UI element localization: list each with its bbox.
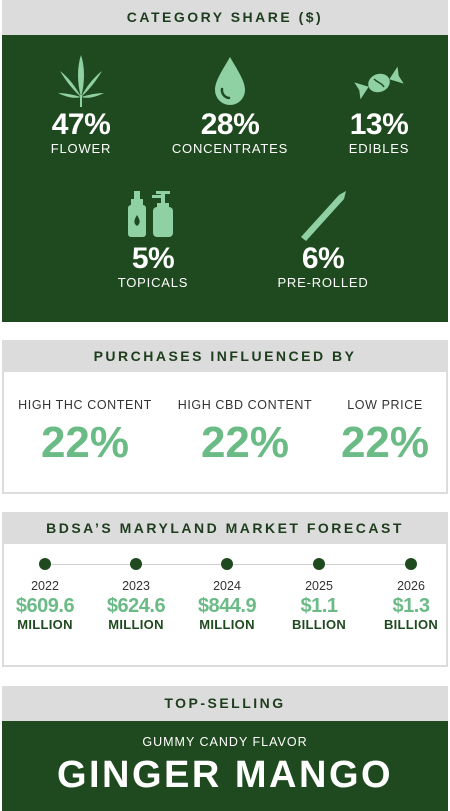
category-edibles: 13% EDIBLES: [324, 53, 434, 157]
category-percent: 13%: [349, 108, 409, 141]
forecast-unit: MILLION: [199, 617, 255, 632]
influence-percent: 22%: [40, 418, 130, 467]
category-label: FLOWER: [50, 141, 112, 156]
forecast-unit: MILLION: [108, 617, 164, 632]
forecast-amount: $844.9: [197, 595, 257, 617]
forecast-amount: $1.1: [300, 595, 338, 617]
forecast-item: 2024 $844.9 MILLION: [182, 558, 272, 633]
forecast-unit: BILLION: [383, 617, 439, 632]
forecast-amount: $1.3: [392, 595, 430, 617]
forecast-amount: $609.6: [15, 595, 75, 617]
influence-item: LOW PRICE 22%: [326, 398, 444, 470]
forecast-item: 2022 $609.6 MILLION: [0, 558, 90, 633]
top-selling-title: TOP-SELLING: [2, 686, 448, 721]
forecast-year: 2022: [31, 579, 59, 593]
category-label: CONCENTRATES: [171, 141, 289, 156]
forecast-unit: BILLION: [291, 617, 347, 632]
timeline-dot: [130, 558, 142, 570]
category-share-panel: CATEGORY SHARE ($) 47% FLOWER 28: [2, 0, 448, 322]
candy-icon: [354, 66, 404, 100]
cannabis-leaf-icon: [58, 55, 104, 107]
purchases-influenced-body: HIGH THC CONTENT 22% HIGH CBD CONTENT 22…: [2, 372, 448, 494]
forecast-body: 2022 $609.6 MILLION 2023 $624.6 MILLION …: [2, 544, 448, 667]
purchases-influenced-title: PURCHASES INFLUENCED BY: [2, 340, 448, 372]
top-selling-body: GUMMY CANDY FLAVOR GINGER MANGO: [2, 721, 448, 811]
timeline-dot: [39, 558, 51, 570]
forecast-panel: BDSA’S MARYLAND MARKET FORECAST 2022 $60…: [2, 512, 448, 667]
category-percent: 28%: [200, 108, 260, 141]
forecast-year: 2024: [213, 579, 241, 593]
category-share-title: CATEGORY SHARE ($): [2, 0, 448, 35]
top-selling-subtitle: GUMMY CANDY FLAVOR: [142, 735, 308, 749]
top-selling-panel: TOP-SELLING GUMMY CANDY FLAVOR GINGER MA…: [2, 686, 448, 811]
category-label: TOPICALS: [117, 275, 189, 290]
bottles-icon: [128, 191, 173, 237]
timeline-dot: [221, 558, 233, 570]
category-percent: 6%: [301, 242, 345, 275]
influence-item: HIGH THC CONTENT 22%: [10, 398, 160, 470]
forecast-year: 2026: [397, 579, 425, 593]
category-label: PRE-ROLLED: [277, 275, 369, 290]
purchases-influenced-panel: PURCHASES INFLUENCED BY HIGH THC CONTENT…: [2, 340, 448, 494]
category-concentrates: 28% CONCENTRATES: [165, 53, 295, 157]
forecast-item: 2023 $624.6 MILLION: [91, 558, 181, 633]
category-topicals: 5% TOPICALS: [98, 187, 208, 291]
timeline-dot: [313, 558, 325, 570]
category-share-body: 47% FLOWER 28% CONCENTRATES 13% EDIBLES: [2, 35, 448, 322]
forecast-item: 2026 $1.3 BILLION: [366, 558, 450, 633]
influence-item: HIGH CBD CONTENT 22%: [170, 398, 320, 470]
top-selling-flavor: GINGER MANGO: [56, 754, 394, 796]
influence-percent: 22%: [340, 418, 430, 467]
forecast-unit: MILLION: [17, 617, 73, 632]
influence-percent: 22%: [200, 418, 290, 467]
influence-label: HIGH THC CONTENT: [18, 398, 152, 412]
category-label: EDIBLES: [348, 141, 410, 156]
pre-roll-icon: [301, 191, 346, 241]
forecast-year: 2025: [305, 579, 333, 593]
forecast-title: BDSA’S MARYLAND MARKET FORECAST: [2, 512, 448, 544]
forecast-year: 2023: [122, 579, 150, 593]
influence-label: LOW PRICE: [347, 398, 423, 412]
category-pre-rolled: 6% PRE-ROLLED: [258, 187, 388, 291]
category-flower: 47% FLOWER: [26, 53, 136, 157]
category-percent: 5%: [131, 242, 175, 275]
droplet-icon: [215, 57, 245, 105]
influence-label: HIGH CBD CONTENT: [177, 398, 313, 412]
forecast-amount: $624.6: [106, 595, 166, 617]
category-percent: 47%: [51, 108, 111, 141]
forecast-item: 2025 $1.1 BILLION: [274, 558, 364, 633]
timeline-dot: [405, 558, 417, 570]
